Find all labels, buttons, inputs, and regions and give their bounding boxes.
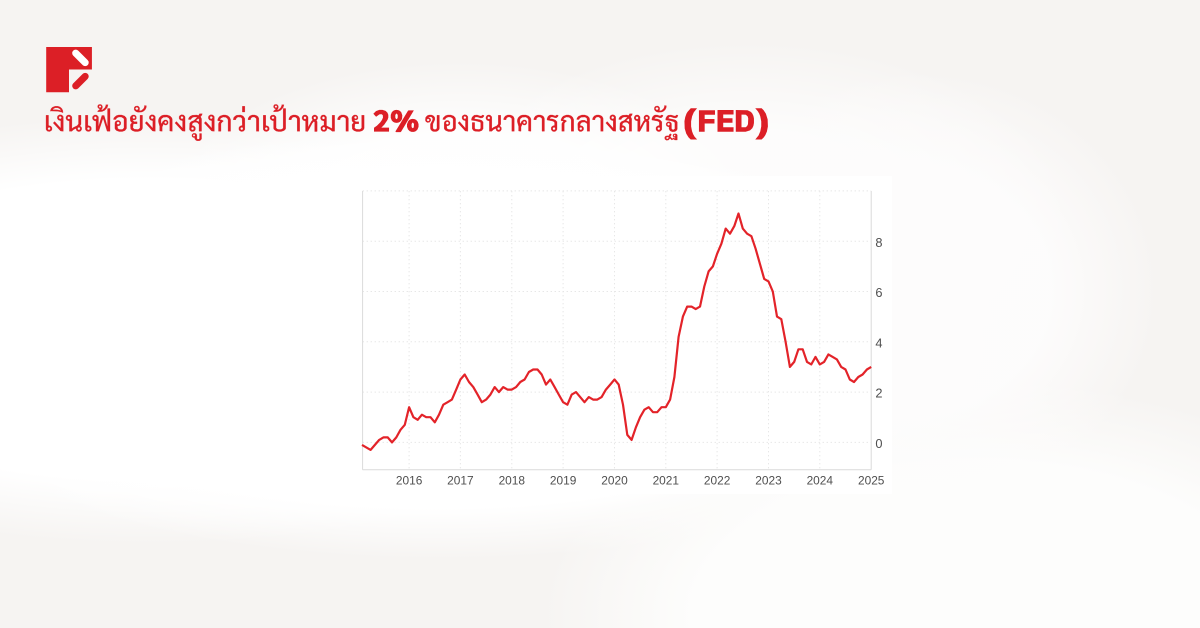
svg-text:8: 8 (875, 235, 882, 250)
svg-text:2020: 2020 (601, 474, 628, 488)
svg-text:2021: 2021 (653, 474, 680, 488)
svg-text:2: 2 (875, 386, 882, 401)
svg-text:2023: 2023 (755, 474, 782, 488)
svg-text:6: 6 (875, 285, 882, 300)
svg-text:2022: 2022 (704, 474, 731, 488)
svg-text:2019: 2019 (550, 474, 577, 488)
svg-text:2025: 2025 (858, 474, 885, 488)
svg-text:0: 0 (875, 436, 882, 451)
svg-text:2018: 2018 (499, 474, 526, 488)
svg-text:4: 4 (875, 335, 882, 350)
svg-text:2016: 2016 (396, 474, 423, 488)
svg-text:2024: 2024 (807, 474, 834, 488)
svg-text:2017: 2017 (447, 474, 474, 488)
